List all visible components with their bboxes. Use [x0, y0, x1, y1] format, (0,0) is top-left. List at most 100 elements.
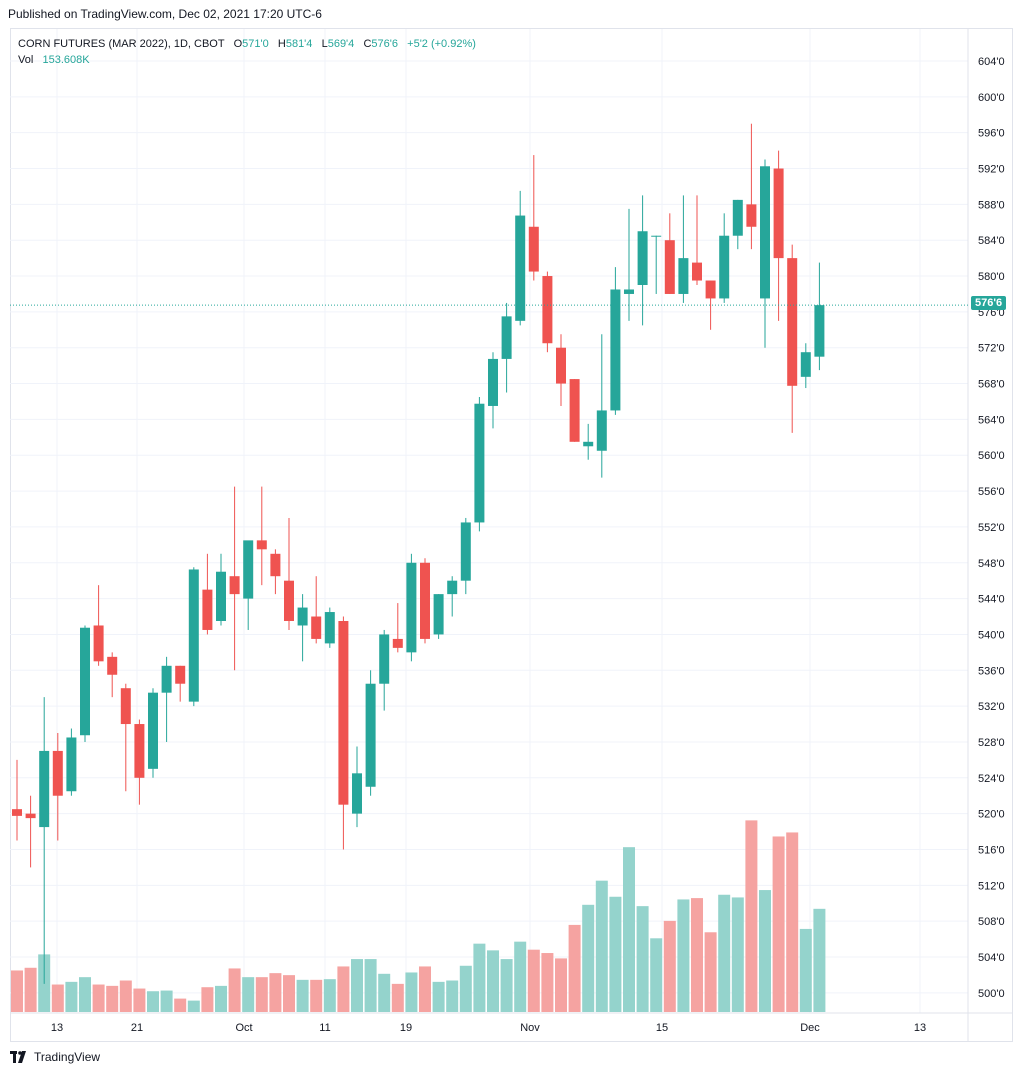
y-tick-label: 580'0 — [978, 271, 1005, 283]
volume-bar — [119, 980, 132, 1012]
current-price-tag: 576'6 — [971, 296, 1007, 311]
volume-bar — [745, 820, 758, 1012]
y-tick-label: 544'0 — [978, 594, 1005, 606]
legend-open-label: O — [233, 38, 243, 50]
candle-body — [243, 540, 254, 599]
y-tick-label: 556'0 — [978, 486, 1005, 498]
volume-bar — [242, 977, 255, 1012]
candle-body — [787, 258, 798, 386]
volume-bar — [582, 904, 595, 1012]
y-tick-label: 572'0 — [978, 343, 1005, 355]
y-tick-label: 524'0 — [978, 773, 1005, 785]
candle-body — [583, 441, 594, 447]
y-tick-label: 536'0 — [978, 665, 1005, 677]
x-tick-label: 21 — [131, 1022, 143, 1034]
volume-bar — [446, 980, 459, 1012]
candle-body — [569, 379, 580, 442]
volume-bar — [337, 966, 350, 1012]
x-tick-label: Oct — [235, 1022, 252, 1034]
volume-bar — [351, 959, 363, 1012]
candle-body — [460, 522, 471, 581]
candle-body — [501, 316, 512, 359]
volume-bar — [296, 979, 309, 1012]
candle-body — [311, 616, 322, 639]
footer-brand[interactable]: TradingView — [34, 1050, 101, 1064]
legend-low-value: 569'4 — [327, 38, 355, 50]
tradingview-logo-icon — [10, 1051, 30, 1063]
volume-bar — [215, 985, 227, 1012]
volume-bar — [813, 908, 826, 1012]
legend-open-value: 571'0 — [242, 38, 269, 50]
volume-bar — [731, 897, 744, 1012]
legend-close-label: C — [363, 38, 372, 50]
candle-body — [746, 204, 757, 227]
volume-bar — [609, 896, 622, 1012]
volume-bar — [595, 880, 608, 1012]
volume-bar — [419, 966, 431, 1012]
legend-high-label: H — [277, 38, 286, 50]
y-tick-label: 528'0 — [978, 737, 1005, 749]
volume-bar — [555, 958, 567, 1012]
volume-bar — [228, 968, 241, 1012]
x-tick-label: 13 — [51, 1022, 63, 1034]
y-tick-label: 532'0 — [978, 701, 1005, 713]
volume-bar — [269, 973, 282, 1012]
volume-bar — [160, 990, 173, 1012]
y-tick-label: 508'0 — [978, 916, 1005, 928]
y-tick-label: 600'0 — [978, 92, 1005, 104]
candle-body — [66, 737, 77, 792]
candle-body — [188, 569, 199, 702]
volume-bar — [378, 973, 391, 1012]
candle-body — [93, 625, 104, 662]
candle-body — [773, 168, 784, 259]
candle-body — [610, 289, 621, 411]
x-tick-label: 13 — [914, 1022, 926, 1034]
candle-body — [678, 258, 689, 294]
candle-body — [488, 358, 498, 406]
volume-bar — [255, 977, 268, 1012]
volume-bar — [364, 959, 377, 1012]
y-tick-label: 592'0 — [978, 164, 1005, 176]
candle-body — [637, 231, 648, 285]
legend-high-value: 581'4 — [285, 38, 313, 50]
x-tick-label: 11 — [319, 1022, 330, 1034]
volume-bar — [201, 987, 214, 1012]
y-tick-label: 540'0 — [978, 629, 1005, 641]
candle-body — [352, 773, 362, 814]
candle-body — [161, 665, 172, 693]
volume-bar — [405, 972, 418, 1012]
published-caption: Published on TradingView.com, Dec 02, 20… — [8, 7, 322, 21]
volume-bar — [323, 979, 336, 1012]
candle-body — [39, 750, 50, 828]
candle-body — [216, 571, 226, 621]
candle-body — [692, 262, 702, 281]
candle-body — [732, 199, 743, 236]
candle-body — [256, 540, 267, 550]
legend-close-value: 576'6 — [371, 38, 398, 50]
legend-change: +5'2 (+0.92%) — [407, 38, 476, 50]
legend-low-label: L — [321, 38, 328, 50]
x-tick-label: 19 — [400, 1022, 412, 1034]
candle-body — [297, 607, 308, 626]
candle-body — [25, 813, 36, 819]
candle-body — [814, 305, 825, 357]
candle-body — [392, 638, 403, 648]
candle-body — [447, 580, 458, 595]
footer: TradingView — [10, 1050, 100, 1064]
volume-bar — [174, 998, 187, 1012]
volume-bar — [432, 981, 445, 1012]
y-tick-label: 552'0 — [978, 522, 1005, 534]
legend-volume-row: Vol 153.608K — [18, 52, 476, 68]
volume-bar — [65, 981, 78, 1012]
volume-bar — [391, 983, 404, 1012]
chart-frame — [10, 28, 1013, 1042]
y-tick-label: 604'0 — [978, 56, 1005, 68]
legend-ohlc-row: CORN FUTURES (MAR 2022), 1D, CBOT O571'0… — [18, 36, 476, 52]
y-tick-label: 564'0 — [978, 414, 1005, 426]
volume-bar — [786, 832, 799, 1012]
x-tick-label: 15 — [656, 1022, 668, 1034]
candle-body — [406, 562, 417, 653]
volume-bar — [799, 928, 812, 1012]
candle-body — [556, 347, 566, 384]
